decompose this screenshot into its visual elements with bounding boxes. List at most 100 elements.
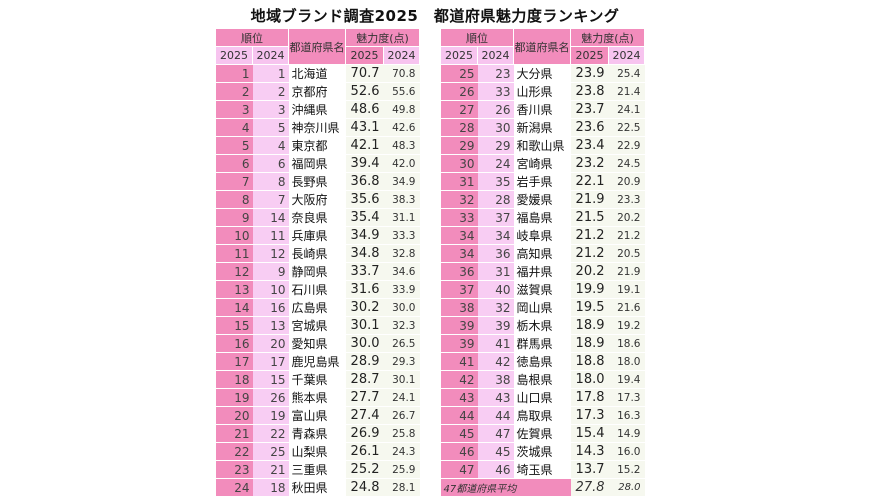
score-2024: 21.9 [608, 262, 645, 281]
score-2025: 18.9 [570, 316, 609, 335]
table-row: 32 28 愛媛県 21.9 23.3 [440, 190, 645, 209]
prefecture-name: 岩手県 [513, 172, 571, 191]
rank-2025: 23 [215, 460, 253, 479]
score-2025: 26.1 [345, 442, 384, 461]
rank-2024: 42 [477, 352, 514, 371]
prefecture-name: 茨城県 [513, 442, 571, 461]
score-2025: 30.2 [345, 298, 384, 317]
prefecture-name: 広島県 [288, 298, 346, 317]
score-2025: 19.9 [570, 280, 609, 299]
rank-2025: 29 [440, 136, 478, 155]
rank-2025: 46 [440, 442, 478, 461]
rank-2025: 11 [215, 244, 253, 263]
score-2025: 28.7 [345, 370, 384, 389]
rank-2024: 34 [477, 226, 514, 245]
score-2024: 24.3 [383, 442, 420, 461]
rank-2025: 19 [215, 388, 253, 407]
score-2025: 35.6 [345, 190, 384, 209]
score-2024: 34.9 [383, 172, 420, 191]
rank-2024: 18 [252, 478, 289, 497]
prefecture-name: 埼玉県 [513, 460, 571, 479]
rank-2024: 15 [252, 370, 289, 389]
prefecture-name: 北海道 [288, 64, 346, 83]
average-row: 47都道府県平均 27.8 28.0 [440, 478, 645, 497]
rank-2024: 46 [477, 460, 514, 479]
rank-2025: 12 [215, 262, 253, 281]
rank-2025: 34 [440, 226, 478, 245]
rank-2024: 5 [252, 118, 289, 137]
score-2025-header: 2025 [570, 46, 609, 65]
score-2025: 70.7 [345, 64, 384, 83]
rank-2024: 28 [477, 190, 514, 209]
rank-2025: 21 [215, 424, 253, 443]
rank-2024-header: 2024 [477, 46, 514, 65]
prefecture-name: 大阪府 [288, 190, 346, 209]
score-2024: 22.5 [608, 118, 645, 137]
table-row: 34 34 岐阜県 21.2 21.2 [440, 226, 645, 245]
table-row: 7 8 長野県 36.8 34.9 [215, 172, 420, 191]
prefecture-name: 長崎県 [288, 244, 346, 263]
prefecture-header: 都道府県名 [288, 28, 346, 65]
table-row: 41 42 徳島県 18.8 18.0 [440, 352, 645, 371]
score-2025: 28.9 [345, 352, 384, 371]
rank-2025: 20 [215, 406, 253, 425]
table-row: 37 40 滋賀県 19.9 19.1 [440, 280, 645, 299]
score-2025: 23.9 [570, 64, 609, 83]
score-2024: 32.3 [383, 316, 420, 335]
rank-2025: 45 [440, 424, 478, 443]
rank-2025: 2 [215, 82, 253, 101]
rank-2024: 21 [252, 460, 289, 479]
score-2024: 30.0 [383, 298, 420, 317]
rank-2024: 37 [477, 208, 514, 227]
score-2025: 23.4 [570, 136, 609, 155]
score-2024: 19.1 [608, 280, 645, 299]
table-row: 6 6 福岡県 39.4 42.0 [215, 154, 420, 173]
rank-2025: 31 [440, 172, 478, 191]
table-row: 29 29 和歌山県 23.4 22.9 [440, 136, 645, 155]
rank-2024: 30 [477, 118, 514, 137]
rank-2024: 6 [252, 154, 289, 173]
prefecture-name: 新潟県 [513, 118, 571, 137]
rank-2024: 14 [252, 208, 289, 227]
score-2025: 52.6 [345, 82, 384, 101]
table-row: 38 32 岡山県 19.5 21.6 [440, 298, 645, 317]
score-2024: 48.3 [383, 136, 420, 155]
rank-2024: 44 [477, 406, 514, 425]
score-2024: 20.2 [608, 208, 645, 227]
score-2025: 34.9 [345, 226, 384, 245]
score-2025: 21.2 [570, 244, 609, 263]
rank-2025: 43 [440, 388, 478, 407]
rank-2024: 24 [477, 154, 514, 173]
rank-2025: 38 [440, 298, 478, 317]
prefecture-header: 都道府県名 [513, 28, 571, 65]
table-row: 21 22 青森県 26.9 25.8 [215, 424, 420, 443]
rank-2024: 22 [252, 424, 289, 443]
score-2025: 22.1 [570, 172, 609, 191]
prefecture-name: 愛知県 [288, 334, 346, 353]
rank-2025: 9 [215, 208, 253, 227]
score-2025: 24.8 [345, 478, 384, 497]
score-2024: 24.1 [608, 100, 645, 119]
table-row: 20 19 富山県 27.4 26.7 [215, 406, 420, 425]
score-2025: 18.8 [570, 352, 609, 371]
rank-2025: 28 [440, 118, 478, 137]
score-2024: 16.0 [608, 442, 645, 461]
score-2025: 21.9 [570, 190, 609, 209]
prefecture-name: 秋田県 [288, 478, 346, 497]
score-2025: 25.2 [345, 460, 384, 479]
score-2024: 14.9 [608, 424, 645, 443]
prefecture-name: 福島県 [513, 208, 571, 227]
score-2025: 36.8 [345, 172, 384, 191]
prefecture-name: 山形県 [513, 82, 571, 101]
table-row: 27 26 香川県 23.7 24.1 [440, 100, 645, 119]
score-2024: 28.1 [383, 478, 420, 497]
rank-2025: 4 [215, 118, 253, 137]
rank-2025: 30 [440, 154, 478, 173]
rank-2024: 26 [477, 100, 514, 119]
rank-2024: 9 [252, 262, 289, 281]
prefecture-name: 岡山県 [513, 298, 571, 317]
score-2024: 31.1 [383, 208, 420, 227]
rank-2024: 19 [252, 406, 289, 425]
table-row: 15 13 宮城県 30.1 32.3 [215, 316, 420, 335]
table-row: 11 12 長崎県 34.8 32.8 [215, 244, 420, 263]
